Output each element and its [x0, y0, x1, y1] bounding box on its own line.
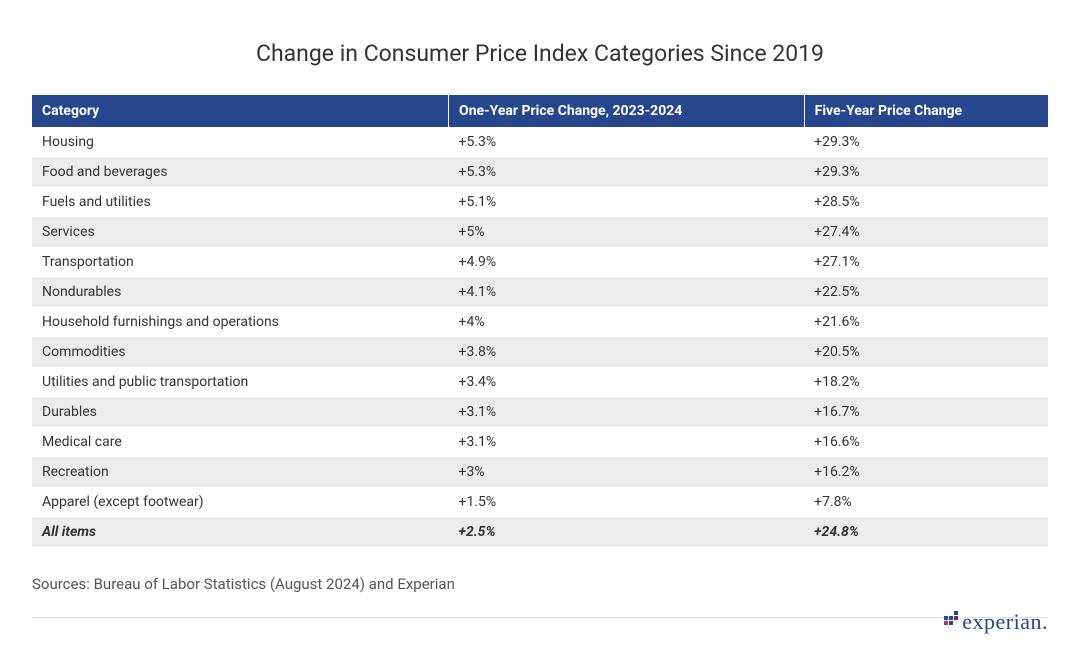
cell-five-year: +22.5% [804, 277, 1048, 307]
cell-category: Food and beverages [32, 157, 449, 187]
table-row: Medical care+3.1%+16.6% [32, 427, 1048, 457]
cell-one-year: +2.5% [449, 517, 805, 547]
cell-category: Apparel (except footwear) [32, 487, 449, 517]
table-row: Transportation+4.9%+27.1% [32, 247, 1048, 277]
cell-five-year: +24.8% [804, 517, 1048, 547]
table-row: Commodities+3.8%+20.5% [32, 337, 1048, 367]
cell-one-year: +4% [449, 307, 805, 337]
experian-logo: experian [944, 609, 1048, 635]
cell-five-year: +29.3% [804, 157, 1048, 187]
cell-five-year: +29.3% [804, 127, 1048, 157]
table-row: Household furnishings and operations+4%+… [32, 307, 1048, 337]
cell-one-year: +5.1% [449, 187, 805, 217]
cell-category: Medical care [32, 427, 449, 457]
cell-category: All items [32, 517, 449, 547]
cell-category: Commodities [32, 337, 449, 367]
table-row: Fuels and utilities+5.1%+28.5% [32, 187, 1048, 217]
cell-category: Durables [32, 397, 449, 427]
table-row: Food and beverages+5.3%+29.3% [32, 157, 1048, 187]
table-header-row: Category One-Year Price Change, 2023-202… [32, 95, 1048, 127]
cell-one-year: +5.3% [449, 127, 805, 157]
table-row: Durables+3.1%+16.7% [32, 397, 1048, 427]
logo-text: experian [944, 609, 1048, 634]
logo-dots-icon [944, 611, 958, 627]
table-row: Services+5%+27.4% [32, 217, 1048, 247]
cpi-table: Category One-Year Price Change, 2023-202… [32, 95, 1048, 547]
cell-one-year: +4.9% [449, 247, 805, 277]
table-total-row: All items+2.5%+24.8% [32, 517, 1048, 547]
cell-category: Fuels and utilities [32, 187, 449, 217]
cell-one-year: +3.4% [449, 367, 805, 397]
col-header-one-year: One-Year Price Change, 2023-2024 [449, 95, 805, 127]
cell-category: Household furnishings and operations [32, 307, 449, 337]
cell-five-year: +16.6% [804, 427, 1048, 457]
cell-one-year: +1.5% [449, 487, 805, 517]
divider [32, 617, 1048, 618]
table-row: Apparel (except footwear)+1.5%+7.8% [32, 487, 1048, 517]
sources-text: Sources: Bureau of Labor Statistics (Aug… [32, 575, 1048, 593]
cell-one-year: +3.1% [449, 427, 805, 457]
col-header-category: Category [32, 95, 449, 127]
cell-one-year: +3% [449, 457, 805, 487]
table-row: Housing+5.3%+29.3% [32, 127, 1048, 157]
page-title: Change in Consumer Price Index Categorie… [32, 40, 1048, 67]
cell-five-year: +16.2% [804, 457, 1048, 487]
cell-five-year: +27.4% [804, 217, 1048, 247]
table-row: Nondurables+4.1%+22.5% [32, 277, 1048, 307]
cell-five-year: +27.1% [804, 247, 1048, 277]
cell-category: Utilities and public transportation [32, 367, 449, 397]
table-row: Recreation+3%+16.2% [32, 457, 1048, 487]
col-header-five-year: Five-Year Price Change [804, 95, 1048, 127]
cell-five-year: +20.5% [804, 337, 1048, 367]
cell-five-year: +18.2% [804, 367, 1048, 397]
cell-one-year: +5% [449, 217, 805, 247]
cell-category: Recreation [32, 457, 449, 487]
cell-one-year: +3.1% [449, 397, 805, 427]
cell-five-year: +21.6% [804, 307, 1048, 337]
table-row: Utilities and public transportation+3.4%… [32, 367, 1048, 397]
cell-category: Services [32, 217, 449, 247]
cell-five-year: +28.5% [804, 187, 1048, 217]
cell-one-year: +4.1% [449, 277, 805, 307]
cell-category: Housing [32, 127, 449, 157]
cell-category: Nondurables [32, 277, 449, 307]
cell-one-year: +5.3% [449, 157, 805, 187]
table-body: Housing+5.3%+29.3%Food and beverages+5.3… [32, 127, 1048, 547]
cell-one-year: +3.8% [449, 337, 805, 367]
cell-category: Transportation [32, 247, 449, 277]
cell-five-year: +16.7% [804, 397, 1048, 427]
cell-five-year: +7.8% [804, 487, 1048, 517]
